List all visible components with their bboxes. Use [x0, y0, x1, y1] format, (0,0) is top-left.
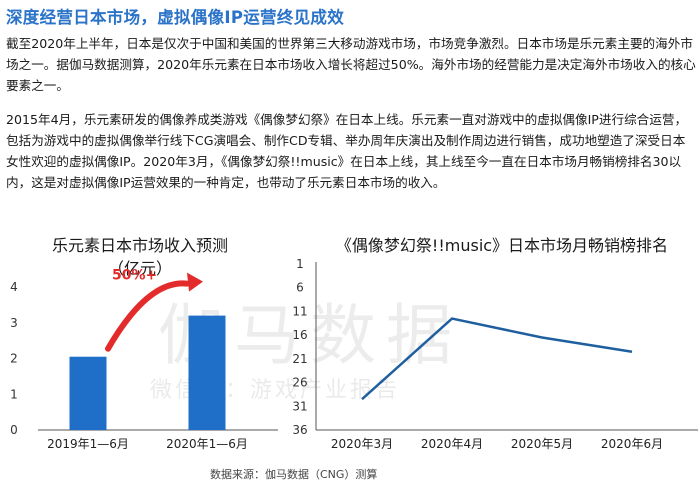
line-x-tick-label: 2020年4月 [421, 437, 483, 451]
paragraph-market: 截至2020年上半年，日本是仅次于中国和美国的世界第三大移动游戏市场，市场竞争激… [6, 36, 696, 93]
bar-y-tick-label: 0 [10, 423, 18, 437]
line-x-tick-label: 2020年6月 [601, 437, 663, 451]
bar-y-tick-label: 1 [10, 387, 18, 401]
revenue-bar-chart: 0 1 2 3 4 2019年1—6月 2020年1—6月 50%+ [10, 268, 278, 451]
left-chart-title: 乐元素日本市场收入预测 [52, 236, 229, 255]
bar-y-tick-label: 2 [10, 352, 18, 366]
growth-arrow-icon [105, 272, 203, 352]
bar-x-axis-labels: 2019年1—6月 2020年1—6月 [47, 437, 248, 451]
bar-y-tick-label: 3 [10, 316, 18, 330]
bar-2 [188, 315, 226, 430]
growth-arrowhead-icon [187, 272, 203, 292]
page-title: 深度经营日本市场，虚拟偶像IP运营终见成效 [6, 8, 345, 27]
growth-label: 50%+ [112, 268, 157, 284]
line-y-tick-label: 26 [292, 376, 307, 390]
bar-series [69, 315, 226, 430]
bar-y-axis: 0 1 2 3 4 [10, 280, 18, 437]
line-x-axis-labels: 2020年3月 2020年4月 2020年5月 2020年6月 [331, 437, 663, 451]
left-chart-unit: （亿元） [107, 259, 172, 278]
bar-x-tick-label: 2019年1—6月 [47, 437, 129, 451]
bar-x-tick-label: 2020年1—6月 [166, 437, 248, 451]
line-x-tick-label: 2020年5月 [511, 437, 573, 451]
line-y-tick-label: 16 [292, 328, 307, 342]
ranking-series-line [361, 317, 633, 401]
line-y-tick-label: 36 [292, 423, 307, 437]
right-chart-title: 《偶像梦幻祭!!music》日本市场月畅销榜排名 [335, 236, 669, 255]
line-y-tick-label: 6 [296, 281, 304, 295]
line-x-tick-label: 2020年3月 [331, 437, 393, 451]
bar-y-tick-label: 4 [10, 280, 18, 294]
growth-arrow-icon [105, 280, 190, 352]
line-y-tick-label: 1 [296, 257, 304, 271]
line-y-tick-label: 11 [292, 304, 307, 318]
line-y-tick-label: 21 [292, 352, 307, 366]
paragraph-ip-operation: 2015年4月，乐元素研发的偶像养成类游戏《偶像梦幻祭》在日本上线。乐元素一直对… [6, 112, 688, 190]
data-source-note: 数据来源：伽马数据（CNG）测算 [210, 468, 378, 481]
bar-1 [69, 356, 107, 430]
line-y-tick-label: 31 [292, 399, 307, 413]
